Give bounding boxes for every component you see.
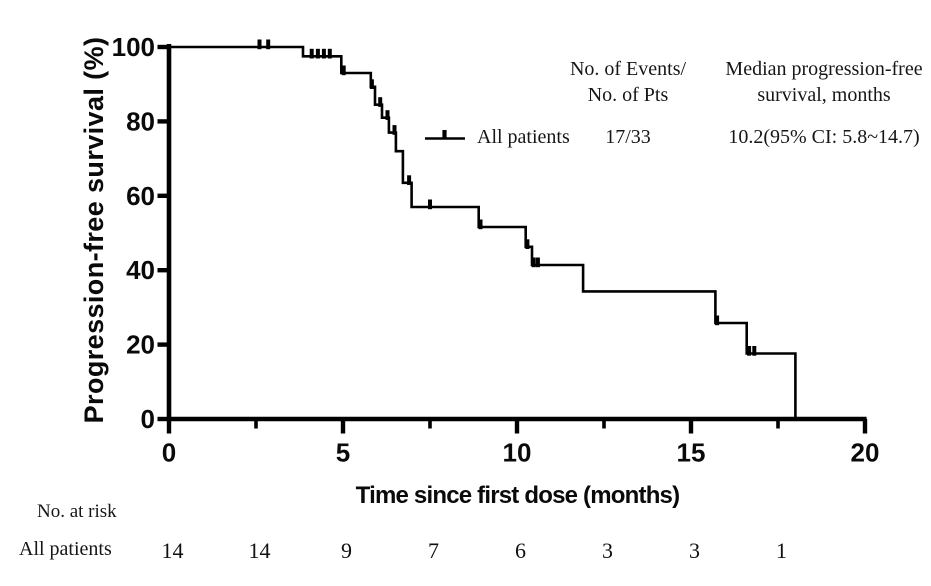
y-tick-label-0: 0 <box>141 404 155 434</box>
legend-events-value: 17/33 <box>605 126 651 148</box>
legend-col1-header: No. of Events/ No. of Pts <box>533 56 723 108</box>
survival-curve <box>169 45 797 419</box>
risk-count: 1 <box>776 538 787 563</box>
legend-col2-header: Median progression-free survival, months <box>716 56 931 108</box>
y-tick-label-60: 60 <box>126 181 155 211</box>
x-axis-title: Time since first dose (months) <box>356 482 680 509</box>
x-tick-label-5: 5 <box>336 438 350 468</box>
y-tick-label-80: 80 <box>126 106 155 136</box>
legend-median-value: 10.2(95% CI: 5.8~14.7) <box>728 126 920 148</box>
km-censor-line-icon <box>425 130 465 140</box>
risk-count: 14 <box>161 538 183 563</box>
x-tick-label-20: 20 <box>851 438 880 468</box>
legend-col1-header-line2: No. of Pts <box>587 84 669 106</box>
legend-series-label: All patients <box>477 126 570 148</box>
risk-row-label: All patients <box>19 538 112 560</box>
legend-col2-header-line2: survival, months <box>757 84 891 106</box>
risk-count: 3 <box>602 538 613 563</box>
legend-col1-header-line1: No. of Events/ <box>569 58 687 80</box>
x-tick-label-10: 10 <box>503 438 532 468</box>
risk-count: 6 <box>515 538 526 563</box>
risk-count: 7 <box>428 538 439 563</box>
y-tick-label-20: 20 <box>126 330 155 360</box>
risk-count: 3 <box>689 538 700 563</box>
x-tick-label-0: 0 <box>162 438 176 468</box>
risk-table-title: No. at risk <box>37 501 117 522</box>
x-tick-label-15: 15 <box>677 438 706 468</box>
risk-count: 14 <box>248 538 270 563</box>
y-tick-label-40: 40 <box>126 255 155 285</box>
legend-col2-header-line1: Median progression-free <box>725 58 923 80</box>
y-axis-title: Progression-free survival (%) <box>79 37 109 424</box>
risk-count: 9 <box>341 538 352 563</box>
y-tick-label-100: 100 <box>112 32 155 62</box>
